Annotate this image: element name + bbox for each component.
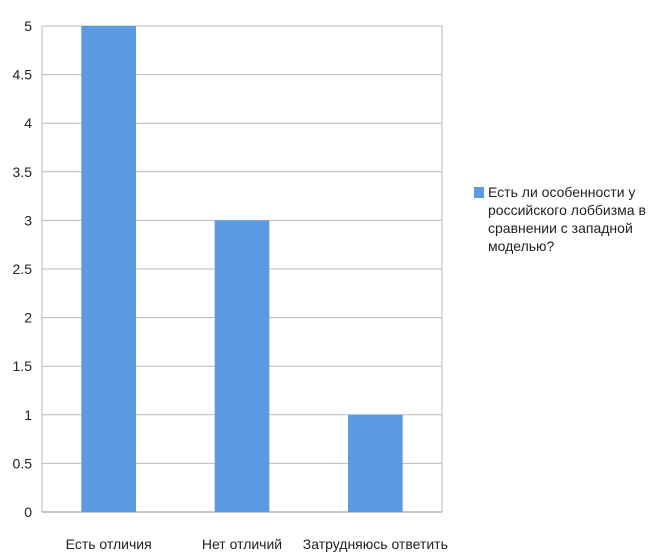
x-tick-label: Затрудняюсь ответить [303,536,448,552]
legend-label-line-3: сравнении с западной [488,220,633,236]
y-tick-label: 4.5 [13,67,33,83]
legend-label-line-2: российского лоббизма в [488,202,646,218]
x-tick-label: Нет отличий [202,536,282,552]
y-tick-label: 3 [24,212,32,228]
legend-label-line-1: Есть ли особенности у [488,184,635,200]
y-tick-label: 5 [24,18,32,34]
x-axis-ticks: Есть отличия Нет отличий Затрудняюсь ответ… [66,536,448,552]
bar [348,414,403,512]
y-axis-ticks: 0 0.5 1 1.5 2 2.5 3 3.5 4 4.5 5 [13,18,33,520]
legend-label-line-4: моделью? [488,238,555,254]
y-tick-label: 0.5 [13,455,33,471]
bar [81,26,136,512]
y-tick-label: 1 [24,407,32,423]
bars [81,26,403,512]
bar [214,220,270,512]
x-tick-label: Есть отличия [66,536,152,552]
y-tick-label: 3.5 [13,164,33,180]
legend-swatch [474,187,484,198]
y-tick-label: 1.5 [13,358,33,374]
y-tick-label: 0 [24,504,32,520]
y-tick-label: 4 [24,115,32,131]
y-tick-label: 2 [24,310,32,326]
legend: Есть ли особенности у российского лоббиз… [474,184,646,254]
y-tick-label: 2.5 [13,261,33,277]
